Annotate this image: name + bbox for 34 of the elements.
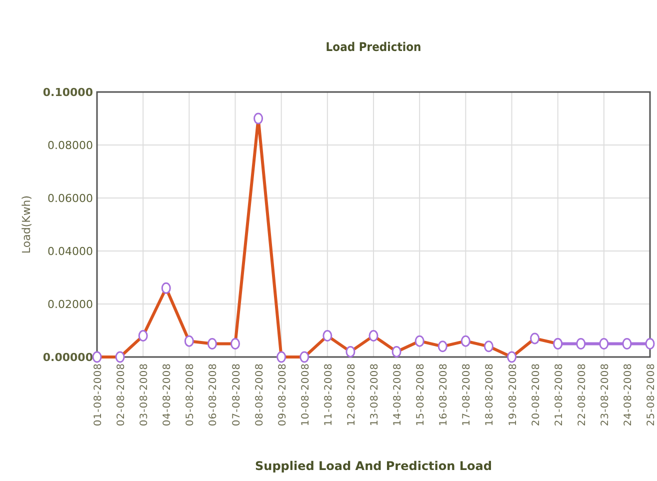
x-tick-label: 20-08-2008 <box>530 363 542 426</box>
y-tick-label: 0.10000 <box>42 86 94 99</box>
x-tick-label: 08-08-2008 <box>254 363 266 426</box>
x-tick-label: 12-08-2008 <box>346 363 358 426</box>
x-tick-label: 13-08-2008 <box>370 363 380 426</box>
x-tick-label: 09-08-2008 <box>277 363 288 426</box>
x-tick-label: 14-08-2008 <box>392 363 404 426</box>
x-tick-label: 21-08-2008 <box>554 363 565 426</box>
x-tick-label: 17-08-2008 <box>462 363 473 426</box>
x-tick-label: 15-08-2008 <box>416 363 427 426</box>
x-tick-label: 23-08-2008 <box>600 363 611 426</box>
chart-title: Load Prediction <box>326 40 422 54</box>
x-tick-label: 19-08-2008 <box>508 363 519 426</box>
x-tick-label: 04-08-2008 <box>162 363 174 426</box>
x-tick-label: 22-08-2008 <box>576 363 588 426</box>
y-tick-label: 0.04000 <box>48 244 93 258</box>
y-tick-label: 0.02000 <box>48 298 93 311</box>
x-tick-label: 16-08-2008 <box>438 363 450 426</box>
x-tick-label: 11-08-2008 <box>323 363 334 426</box>
x-tick-label: 25-08-2008 <box>646 363 657 426</box>
x-tick-label: 05-08-2008 <box>185 363 196 426</box>
x-tick-label: 24-08-2008 <box>622 363 634 426</box>
x-tick-label: 10-08-2008 <box>300 363 312 426</box>
x-tick-label: 03-08-2008 <box>139 363 150 426</box>
y-tick-label: 0.00000 <box>42 350 94 364</box>
x-tick-label: 02-08-2008 <box>116 363 128 426</box>
x-tick-label: 01-08-2008 <box>93 363 104 426</box>
y-axis-title: Load(Kwh) <box>20 195 33 254</box>
y-tick-label: 0.08000 <box>48 138 93 152</box>
x-tick-label: 06-08-2008 <box>208 363 220 426</box>
x-tick-label: 18-08-2008 <box>484 363 496 426</box>
x-axis-title: Supplied Load And Prediction Load <box>255 459 492 473</box>
x-tick-label: 07-08-2008 <box>231 363 242 426</box>
y-tick-label: 0.06000 <box>48 192 93 205</box>
